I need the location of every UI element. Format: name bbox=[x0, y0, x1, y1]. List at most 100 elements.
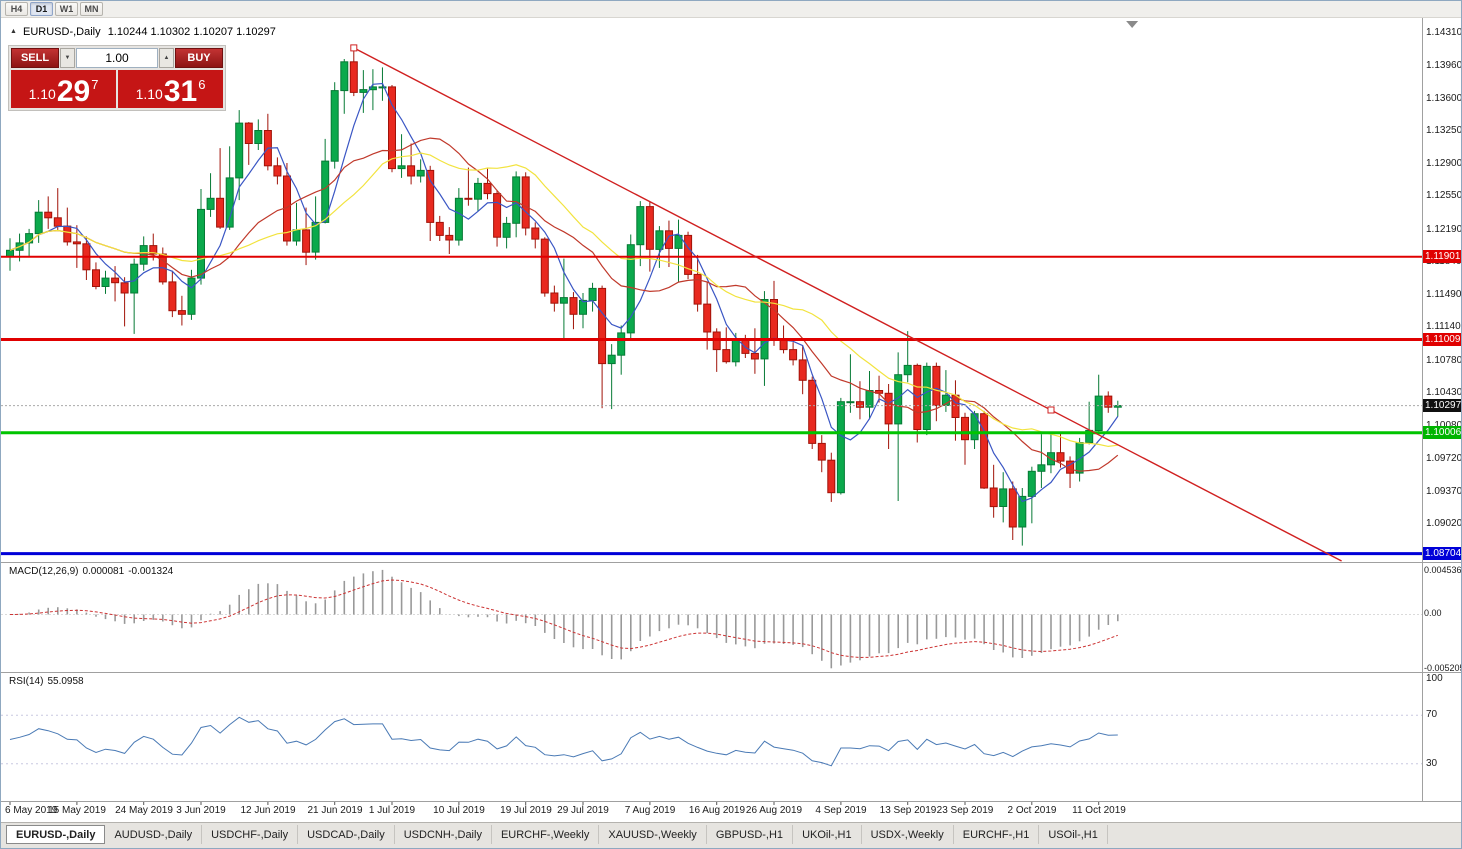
price-axis-tick: 1.10780 bbox=[1426, 355, 1462, 366]
volume-decrease-icon[interactable]: ▼ bbox=[60, 48, 75, 68]
rsi-axis-label: 100 bbox=[1426, 673, 1443, 684]
rsi-line bbox=[9, 716, 1118, 767]
date-axis-label: 7 Aug 2019 bbox=[624, 805, 676, 816]
sell-price-display[interactable]: 1.10 29 7 bbox=[11, 70, 116, 108]
price-axis-tick: 1.12900 bbox=[1426, 158, 1462, 169]
collapse-one-click-panel-icon[interactable]: ▲ bbox=[10, 28, 17, 35]
price-axis-tick: 1.10080 bbox=[1426, 420, 1461, 431]
chart-title: EURUSD-,Daily 1.10244 1.10302 1.10207 1.… bbox=[23, 26, 280, 38]
volume-input[interactable]: 1.00 bbox=[76, 48, 158, 68]
rsi-value: 55.0958 bbox=[47, 676, 84, 687]
buy-price-point: 6 bbox=[198, 77, 206, 92]
price-axis-tick: 1.12190 bbox=[1426, 224, 1462, 235]
timeframe-button-W1[interactable]: W1 bbox=[55, 2, 78, 16]
date-axis-label: 3 Jun 2019 bbox=[176, 805, 226, 816]
volume-increase-icon[interactable]: ▲ bbox=[159, 48, 174, 68]
price-axis-tick: 1.11140 bbox=[1426, 321, 1461, 332]
price-axis-tick: 1.12550 bbox=[1426, 190, 1462, 201]
moving-average-13 bbox=[9, 137, 1119, 472]
date-axis-label: 2 Oct 2019 bbox=[1007, 805, 1057, 816]
rsi-name: RSI(14) bbox=[9, 676, 44, 687]
timeframes-toolbar: H4 D1 W1 MN bbox=[1, 1, 1461, 18]
date-axis-label: 6 May 2019 bbox=[5, 805, 58, 816]
trendline-handle[interactable] bbox=[1047, 406, 1055, 414]
price-axis-tag: 1.08704 bbox=[1423, 547, 1462, 560]
date-axis-label: 23 Sep 2019 bbox=[936, 805, 994, 816]
macd-main-value: 0.000081 bbox=[82, 566, 125, 577]
price-axis-tag: 1.10006 bbox=[1423, 426, 1462, 439]
price-axis-tick: 1.13960 bbox=[1426, 60, 1462, 71]
price-axis-tag: 1.11009 bbox=[1423, 333, 1461, 346]
rsi-indicator-label: RSI(14) 55.0958 bbox=[9, 676, 88, 687]
chart-tab-audusd-daily[interactable]: AUDUSD-,Daily bbox=[105, 825, 203, 844]
macd-axis-label: 0.004536 bbox=[1424, 565, 1462, 575]
sell-button[interactable]: SELL bbox=[11, 48, 59, 68]
macd-signal-value: -0.001324 bbox=[128, 566, 174, 577]
sell-price-pips: 29 bbox=[56, 75, 91, 109]
trade-controls-row: SELL ▼ 1.00 ▲ BUY bbox=[11, 48, 223, 68]
chart-tab-eurusd-daily[interactable]: EURUSD-,Daily bbox=[6, 825, 106, 844]
chart-tab-ukoil-h1[interactable]: UKOil-,H1 bbox=[793, 825, 862, 844]
date-axis-label: 29 Jul 2019 bbox=[557, 805, 609, 816]
date-axis-label: 24 May 2019 bbox=[115, 805, 173, 816]
sell-price-prefix: 1.10 bbox=[28, 86, 56, 102]
chart-symbol-label: EURUSD-,Daily bbox=[23, 26, 101, 38]
date-axis-label: 11 Oct 2019 bbox=[1072, 805, 1126, 816]
chart-tab-usdcnh-daily[interactable]: USDCNH-,Daily bbox=[395, 825, 492, 844]
chart-tab-usdx-weekly[interactable]: USDX-,Weekly bbox=[862, 825, 954, 844]
date-axis-label: 1 Jul 2019 bbox=[368, 805, 416, 816]
buy-button[interactable]: BUY bbox=[175, 48, 223, 68]
timeframe-button-D1[interactable]: D1 bbox=[30, 2, 53, 16]
buy-price-pips: 31 bbox=[163, 75, 198, 109]
price-axis-tag: 1.10297 bbox=[1423, 399, 1462, 412]
one-click-trading-panel: SELL ▼ 1.00 ▲ BUY 1.10 29 7 1.10 31 6 bbox=[8, 45, 226, 111]
price-axis-tick: 1.13600 bbox=[1426, 93, 1462, 104]
date-axis-label: 12 Jun 2019 bbox=[240, 805, 296, 816]
descending-trendline[interactable] bbox=[353, 47, 1342, 562]
date-axis-label: 19 Jul 2019 bbox=[500, 805, 552, 816]
chart-tab-usoil-h1[interactable]: USOil-,H1 bbox=[1039, 825, 1108, 844]
date-axis-label: 21 Jun 2019 bbox=[307, 805, 363, 816]
chart-tab-xauusd-weekly[interactable]: XAUUSD-,Weekly bbox=[599, 825, 707, 844]
date-axis-label: 4 Sep 2019 bbox=[815, 805, 867, 816]
macd-histogram bbox=[18, 569, 1119, 669]
macd-signal-line bbox=[9, 579, 1118, 659]
chart-tab-eurchf-h1[interactable]: EURCHF-,H1 bbox=[954, 825, 1040, 844]
price-axis-tick: 1.11490 bbox=[1426, 289, 1462, 300]
price-axis-tick: 1.09720 bbox=[1426, 453, 1462, 464]
chart-shift-marker-icon bbox=[1126, 21, 1139, 28]
buy-price-prefix: 1.10 bbox=[135, 86, 163, 102]
date-axis-label: 26 Aug 2019 bbox=[745, 805, 803, 816]
trade-prices-row: 1.10 29 7 1.10 31 6 bbox=[11, 70, 223, 108]
price-chart-canvas[interactable] bbox=[1, 1, 1462, 819]
macd-indicator-label: MACD(12,26,9) 0.000081 -0.001324 bbox=[9, 566, 177, 577]
rsi-axis-label: 70 bbox=[1426, 709, 1438, 720]
macd-name: MACD(12,26,9) bbox=[9, 566, 79, 577]
price-axis-tick: 1.13250 bbox=[1426, 125, 1462, 136]
sell-price-point: 7 bbox=[91, 77, 99, 92]
chart-tab-usdcad-daily[interactable]: USDCAD-,Daily bbox=[298, 825, 395, 844]
chart-ohlc-values: 1.10244 1.10302 1.10207 1.10297 bbox=[107, 26, 276, 38]
chart-tab-usdchf-daily[interactable]: USDCHF-,Daily bbox=[202, 825, 299, 844]
chart-tab-gbpusd-h1[interactable]: GBPUSD-,H1 bbox=[707, 825, 794, 844]
timeframe-button-MN[interactable]: MN bbox=[80, 2, 103, 16]
price-axis-tick: 1.09370 bbox=[1426, 486, 1462, 497]
price-axis-tick: 1.14310 bbox=[1426, 27, 1462, 38]
chart-tab-eurchf-weekly[interactable]: EURCHF-,Weekly bbox=[492, 825, 600, 844]
price-axis-tick: 1.10430 bbox=[1426, 387, 1462, 398]
trendline-handle[interactable] bbox=[350, 44, 358, 52]
moving-average-21 bbox=[9, 152, 1118, 448]
price-axis-tag: 1.11901 bbox=[1423, 250, 1461, 263]
macd-axis-label: 0.00 bbox=[1424, 608, 1442, 618]
macd-axis-label: -0.005205 bbox=[1424, 663, 1462, 673]
chart-tab-bar: EURUSD-,Daily AUDUSD-,Daily USDCHF-,Daily U… bbox=[1, 822, 1461, 848]
date-axis-label: 13 Sep 2019 bbox=[879, 805, 937, 816]
buy-price-display[interactable]: 1.10 31 6 bbox=[118, 70, 223, 108]
price-axis-tick: 1.09020 bbox=[1426, 518, 1462, 529]
date-axis-label: 15 May 2019 bbox=[48, 805, 106, 816]
rsi-axis-label: 30 bbox=[1426, 758, 1438, 769]
date-axis-label: 16 Aug 2019 bbox=[688, 805, 746, 816]
timeframe-button-H4[interactable]: H4 bbox=[5, 2, 28, 16]
date-axis-label: 10 Jul 2019 bbox=[433, 805, 485, 816]
